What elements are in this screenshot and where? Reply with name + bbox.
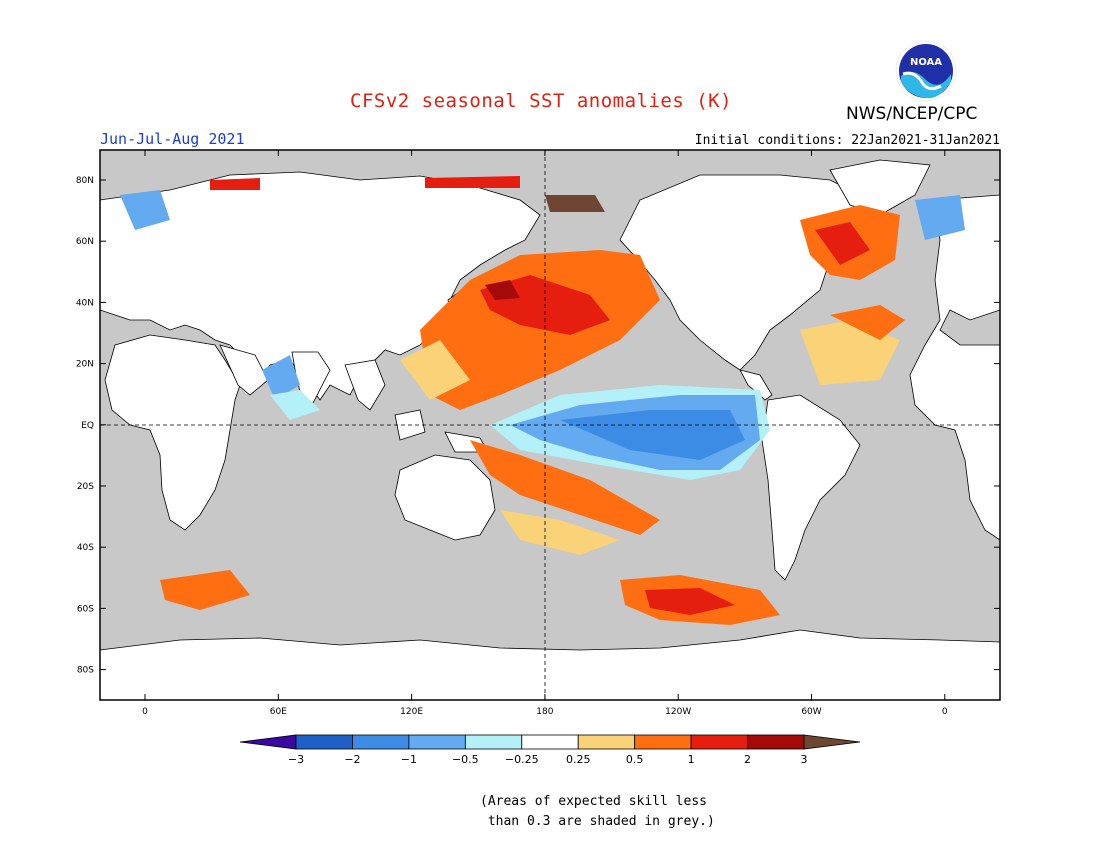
skill-note-line1: (Areas of expected skill less (480, 794, 707, 809)
lat-label: 80S (77, 666, 94, 676)
land-africa (104, 334, 241, 531)
skill-note: (Areas of expected skill less than 0.3 a… (480, 792, 715, 832)
colorbar-label: −0.25 (505, 753, 539, 766)
warm-arctic-west (210, 178, 260, 190)
chart-title: CFSv2 seasonal SST anomalies (K) (350, 90, 733, 112)
land-antarctica (100, 629, 1000, 700)
map-field (100, 150, 1000, 700)
land-australia (394, 454, 496, 541)
lon-label: 120W (665, 707, 691, 717)
colorbar-swatch (521, 734, 579, 750)
lat-label: 60S (77, 604, 94, 614)
cool-arabian-sea (262, 355, 300, 400)
colorbar-label: 0.5 (626, 753, 644, 766)
season-label: Jun-Jul-Aug 2021 (100, 130, 245, 148)
warm-southern-ocean-core (645, 588, 735, 615)
anomaly-fields (120, 176, 965, 625)
cool-greenland-sea (915, 195, 965, 240)
lat-label: EQ (81, 421, 94, 431)
longitude-axis: 0 60E 120E 180 120W 60W 0 (142, 150, 948, 717)
colorbar-swatch (690, 734, 748, 750)
lon-label: 60W (801, 707, 821, 717)
colorbar-max-arrow (803, 734, 861, 750)
colorbar-label: 2 (744, 753, 751, 766)
colorbar-swatch (634, 734, 692, 750)
noaa-logo: NOAA (895, 40, 957, 102)
colorbar-label: −2 (344, 753, 360, 766)
cold-tongue-core (560, 410, 745, 460)
colorbar-label: −3 (288, 753, 304, 766)
skill-note-line2: than 0.3 are shaded in grey.) (480, 814, 715, 829)
colorbar-swatch (747, 734, 805, 750)
warm-north-pacific-core (485, 280, 520, 300)
latitude-axis: 80N 60N 40N 20N EQ 20S 40S 60S 80S (76, 176, 1000, 676)
lon-label: 60E (270, 707, 287, 717)
land-greenland (829, 159, 931, 216)
warm-south-pacific-band (470, 440, 660, 535)
initial-conditions: Initial conditions: 22Jan2021-31Jan2021 (694, 133, 1000, 148)
warm-south-pacific-edge (500, 510, 620, 555)
lon-label: 180 (536, 707, 553, 717)
colorbar-swatch (577, 734, 636, 750)
lat-label: 40S (77, 543, 94, 553)
cool-labrador (120, 190, 170, 230)
agency-label: NWS/NCEP/CPC (846, 104, 978, 124)
land-indochina (344, 359, 386, 411)
lat-label: 20S (77, 482, 94, 492)
land-south-america (761, 394, 861, 581)
warm-arctic-east-core (545, 195, 605, 212)
warm-south-atlantic (160, 570, 250, 610)
colorbar-swatch (295, 734, 353, 750)
colorbar-swatch (408, 734, 466, 750)
cool-bay-of-bengal (270, 390, 320, 420)
lon-label: 0 (142, 707, 148, 717)
colorbar-label: 0.25 (566, 753, 591, 766)
colorbar-label: −1 (401, 753, 417, 766)
colorbar-label: 1 (688, 753, 695, 766)
warm-subtropical-pacific (400, 340, 470, 400)
lon-label: 120E (400, 707, 423, 717)
land-central-america (739, 369, 773, 401)
land-arabia (219, 344, 269, 396)
logo-text: NOAA (910, 57, 942, 68)
colorbar-swatch (464, 734, 523, 750)
colorbar-swatch (352, 734, 410, 750)
colorbar-label: 3 (801, 753, 808, 766)
lon-label: 0 (942, 707, 948, 717)
warm-north-atlantic-core (815, 222, 870, 265)
colorbar-label: −0.5 (452, 753, 479, 766)
lat-label: 20N (76, 360, 94, 370)
warm-midlatitude-atlantic (830, 305, 905, 340)
lat-label: 40N (76, 298, 94, 308)
land-europe-wrap (909, 194, 1000, 541)
colorbar: −3 −2 −1 −0.5 −0.25 0.25 0.5 1 2 3 (239, 734, 861, 766)
lat-label: 80N (76, 176, 94, 186)
warm-arctic-east (425, 176, 520, 188)
lat-label: 60N (76, 237, 94, 247)
colorbar-min-arrow (239, 734, 297, 750)
